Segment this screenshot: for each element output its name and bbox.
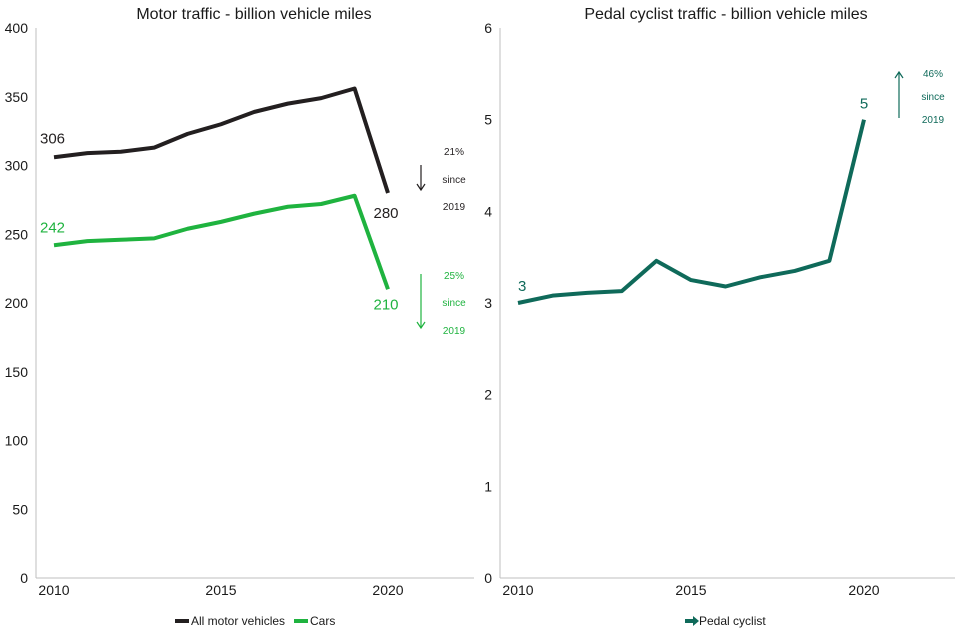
y-tick-label: 400: [5, 20, 29, 36]
change-note-text: since: [921, 92, 945, 103]
start-value-label: 242: [40, 219, 65, 236]
y-tick-label: 250: [5, 226, 29, 242]
y-tick-label: 4: [484, 203, 492, 219]
series-lines: [53, 86, 390, 290]
y-tick-label: 0: [20, 570, 28, 586]
y-tick-label: 150: [5, 364, 29, 380]
chart-title: Pedal cyclist traffic - billion vehicle …: [584, 6, 867, 23]
y-tick-label: 1: [484, 478, 492, 494]
x-tick-label: 2020: [372, 582, 403, 598]
y-tick-label: 0: [484, 570, 492, 586]
y-tick-label: 200: [5, 295, 29, 311]
change-note-text: 25%: [444, 271, 464, 282]
x-tick-label: 2010: [38, 582, 69, 598]
change-note-text: 46%: [923, 69, 943, 80]
change-note-text: 21%: [444, 147, 464, 158]
arrow-down-icon: [416, 321, 426, 330]
series-line-pedal-cyclist: [517, 119, 866, 305]
legend: Pedal cyclist: [685, 614, 766, 628]
legend: All motor vehicles Cars: [175, 614, 335, 628]
series-line-cars: [53, 193, 390, 290]
pedal-cyclist-chart: Pedal cyclist traffic - billion vehicle …: [484, 6, 955, 628]
change-note-text: 2019: [443, 326, 466, 337]
x-tick-label: 2010: [502, 582, 533, 598]
change-annotations: 46% since 2019: [894, 69, 945, 126]
change-note-text: since: [442, 175, 466, 186]
y-tick-label: 3: [484, 295, 492, 311]
change-note-text: since: [442, 298, 466, 309]
x-tick-label: 2015: [675, 582, 706, 598]
legend-label: All motor vehicles: [191, 614, 285, 628]
legend-arrow-icon: [693, 616, 699, 626]
data-labels: 306 280 242 210: [40, 130, 399, 313]
end-value-label: 210: [373, 296, 398, 313]
x-tick-labels: 2010 2015 2020: [502, 582, 879, 598]
y-tick-label: 100: [5, 433, 29, 449]
chart-title: Motor traffic - billion vehicle miles: [136, 6, 371, 23]
y-tick-label: 2: [484, 387, 492, 403]
x-tick-labels: 2010 2015 2020: [38, 582, 403, 598]
y-tick-label: 350: [5, 89, 29, 105]
arrow-up-icon: [894, 70, 904, 79]
series-lines: [517, 119, 866, 305]
end-value-label: 5: [860, 96, 868, 113]
y-tick-labels: 0 1 2 3 4 5 6: [484, 20, 492, 586]
start-value-label: 3: [518, 278, 526, 295]
change-annotations: 21% since 2019 25% since 2019: [416, 147, 466, 337]
change-note-text: 2019: [922, 115, 945, 126]
arrow-down-icon: [416, 183, 426, 192]
y-tick-label: 300: [5, 158, 29, 174]
y-tick-labels: 0 50 100 150 200 250 300 350 400: [5, 20, 29, 586]
series-line-all-motor-vehicles: [53, 86, 390, 194]
end-value-label: 280: [373, 205, 398, 222]
y-tick-label: 5: [484, 112, 492, 128]
data-labels: 35: [518, 96, 868, 295]
legend-label: Pedal cyclist: [699, 614, 766, 628]
start-value-label: 306: [40, 130, 65, 147]
motor-traffic-chart: Motor traffic - billion vehicle miles 0 5…: [5, 6, 474, 628]
change-note-text: 2019: [443, 202, 466, 213]
y-tick-label: 50: [12, 501, 28, 517]
legend-label: Cars: [310, 614, 335, 628]
y-tick-label: 6: [484, 20, 492, 36]
x-tick-label: 2020: [848, 582, 879, 598]
x-tick-label: 2015: [205, 582, 236, 598]
